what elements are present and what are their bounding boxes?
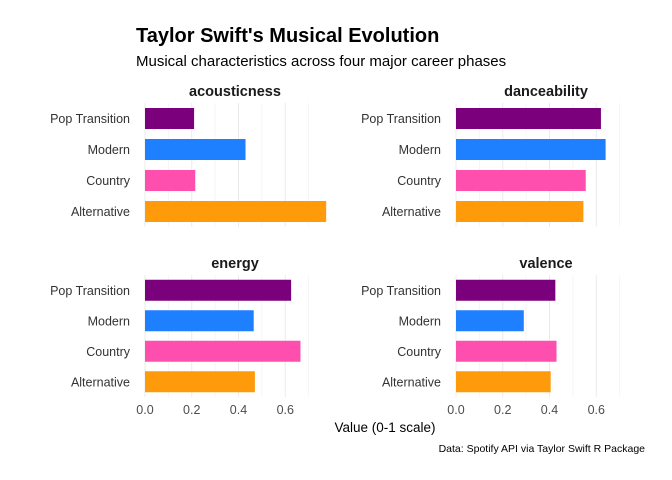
x-axis-title: Value (0-1 scale)	[334, 420, 435, 435]
x-tick-label: 0.6	[277, 403, 294, 417]
y-tick-label: Country	[397, 174, 442, 188]
y-tick-label: Modern	[88, 314, 130, 328]
y-tick-label: Pop Transition	[50, 284, 130, 298]
y-tick-label: Pop Transition	[50, 112, 130, 126]
facet-acousticness: acousticness Pop Transition Modern Country A…	[50, 84, 327, 227]
chart-subtitle: Musical characteristics across four majo…	[136, 53, 506, 70]
facet-panels: acousticness Pop Transition Modern Country A…	[50, 84, 621, 417]
bar-alternative	[456, 201, 584, 222]
y-tick-label: Alternative	[382, 375, 441, 389]
x-tick-label: 0.4	[541, 403, 558, 417]
y-tick-label: Country	[397, 345, 442, 359]
facet-valence: valence Pop Transition Modern Country Altern…	[361, 256, 621, 417]
y-tick-label: Pop Transition	[361, 284, 441, 298]
bar-pop-transition	[456, 108, 601, 129]
chart-caption: Data: Spotify API via Taylor Swift R Pac…	[439, 443, 646, 455]
bar-modern	[145, 310, 254, 332]
bar-modern	[456, 310, 524, 332]
bar-modern	[456, 139, 606, 160]
facet-energy: energy Pop Transition Modern Country Alterna…	[50, 256, 310, 417]
facet-danceability: danceability Pop Transition Modern Country A…	[361, 84, 621, 227]
bar-country	[456, 340, 557, 362]
facet-strip-label: danceability	[504, 84, 588, 100]
facet-strip-label: acousticness	[189, 84, 281, 100]
bar-pop-transition	[145, 279, 292, 301]
bar-country	[145, 340, 301, 362]
facet-strip-label: energy	[211, 256, 259, 272]
chart-title: Taylor Swift's Musical Evolution	[136, 25, 439, 47]
y-tick-label: Modern	[399, 314, 441, 328]
y-tick-label: Alternative	[71, 205, 130, 219]
bar-pop-transition	[456, 279, 556, 301]
facet-strip-label: valence	[519, 256, 572, 272]
y-tick-label: Pop Transition	[361, 112, 441, 126]
x-tick-label: 0.0	[136, 403, 153, 417]
y-tick-label: Country	[86, 345, 131, 359]
y-tick-label: Modern	[88, 143, 130, 157]
x-tick-label: 0.4	[230, 403, 247, 417]
bar-pop-transition	[145, 108, 195, 129]
bar-country	[456, 170, 586, 191]
x-tick-label: 0.2	[183, 403, 200, 417]
x-tick-label: 0.6	[588, 403, 605, 417]
y-tick-label: Alternative	[382, 205, 441, 219]
y-tick-label: Country	[86, 174, 131, 188]
y-tick-label: Modern	[399, 143, 441, 157]
x-tick-label: 0.0	[447, 403, 464, 417]
bar-alternative	[145, 371, 255, 393]
bar-modern	[145, 139, 246, 160]
bar-alternative	[456, 371, 551, 393]
x-tick-label: 0.2	[494, 403, 511, 417]
bar-alternative	[145, 201, 327, 222]
y-tick-label: Alternative	[71, 375, 130, 389]
bar-country	[145, 170, 196, 191]
